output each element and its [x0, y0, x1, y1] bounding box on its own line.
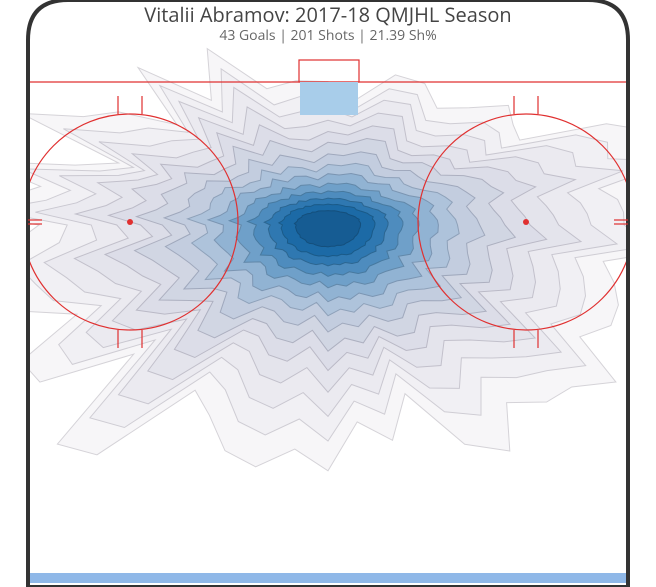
shot-heatmap-chart: Vitalii Abramov: 2017-18 QMJHL Season43 … — [0, 0, 656, 587]
crease — [300, 82, 358, 115]
faceoff-dot — [127, 219, 133, 225]
faceoff-dot — [523, 219, 529, 225]
chart-title: Vitalii Abramov: 2017-18 QMJHL Season — [144, 1, 511, 28]
blue-line — [28, 573, 628, 583]
chart-svg: Vitalii Abramov: 2017-18 QMJHL Season43 … — [0, 0, 656, 587]
chart-subtitle: 43 Goals | 201 Shots | 21.39 Sh% — [219, 26, 436, 45]
